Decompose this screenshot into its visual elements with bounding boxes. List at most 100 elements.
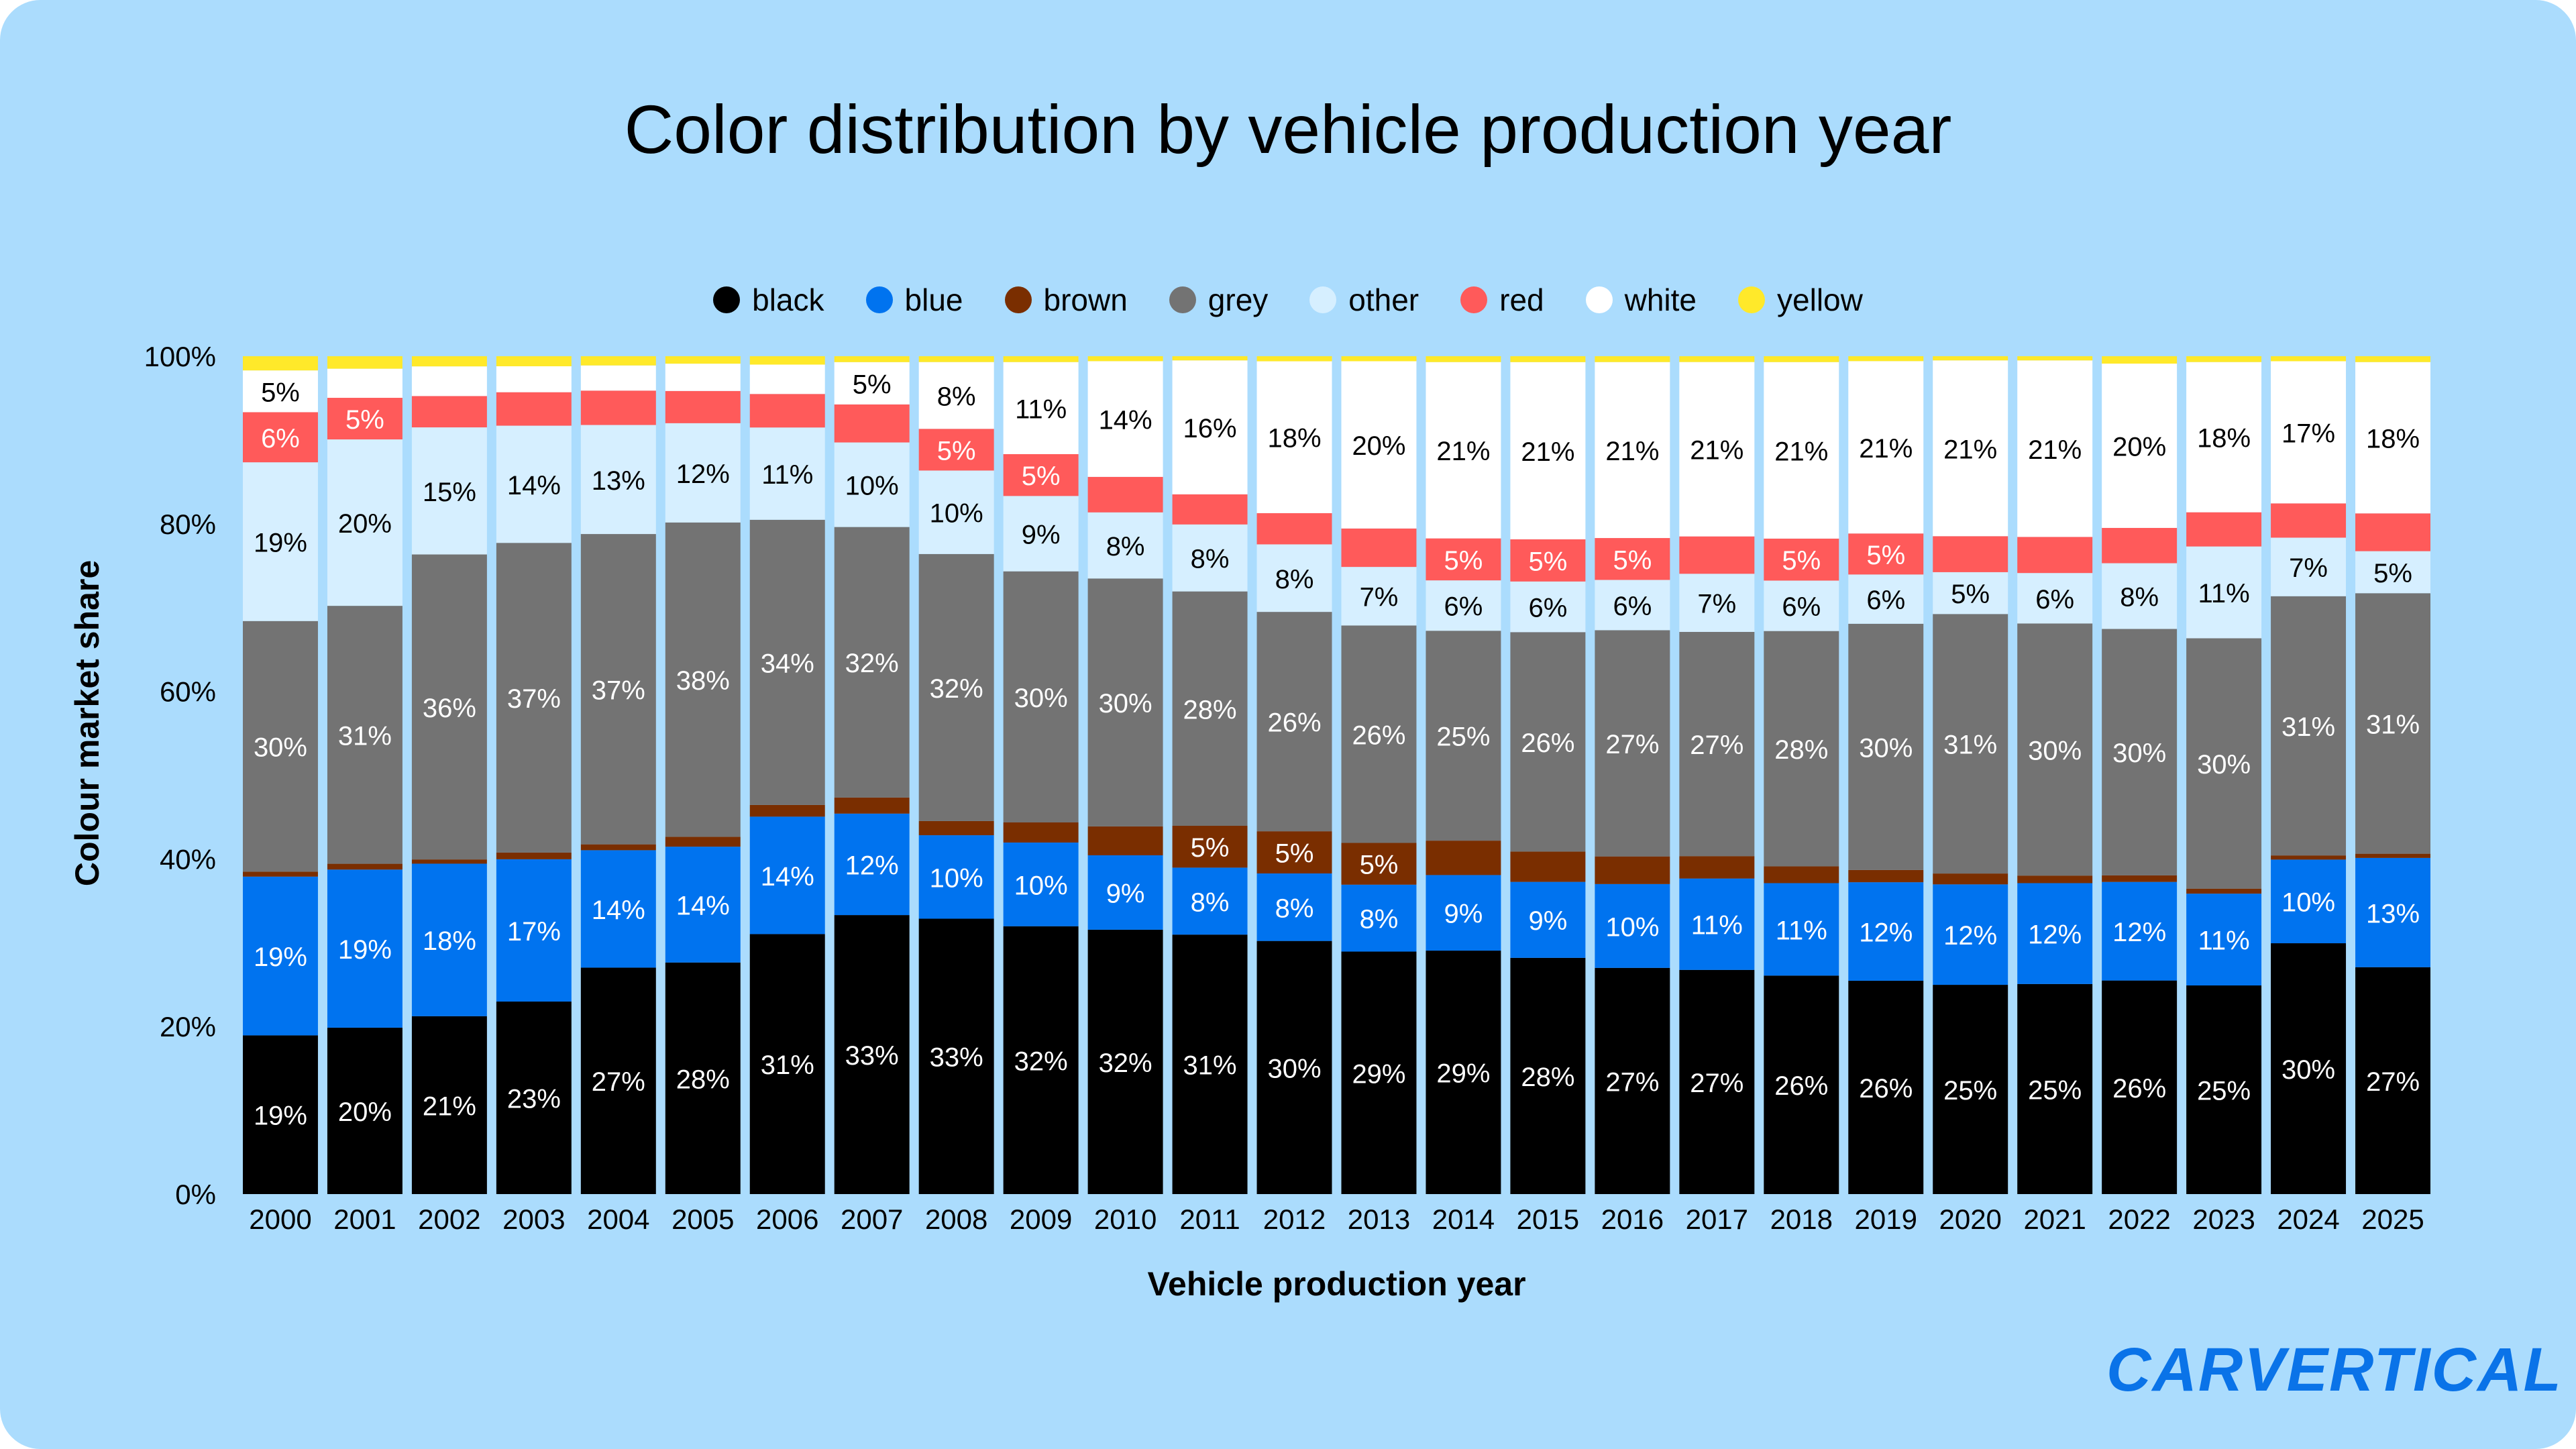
bar-segment-grey (1933, 614, 2008, 874)
data-label: 5% (1782, 546, 1821, 576)
data-label: 28% (1521, 1063, 1574, 1092)
data-label: 9% (1106, 879, 1145, 908)
bar-segment-blue (580, 850, 656, 968)
bar-segment-white (1426, 362, 1501, 539)
bar-segment-white (1341, 361, 1417, 529)
bar-segment-yellow (665, 356, 741, 364)
bar-segment-grey (1764, 631, 1839, 867)
bar-segment-red (496, 392, 572, 426)
bar-segment-other (243, 462, 318, 621)
bar-segment-grey (2186, 638, 2262, 889)
bar-segment-blue (2186, 894, 2262, 985)
bar-segment-white (1848, 361, 1924, 534)
data-label: 5% (345, 405, 384, 435)
bar-segment-black (327, 1027, 402, 1194)
data-label: 21% (1605, 437, 1659, 466)
bar-segment-blue (1764, 883, 1839, 976)
legend-label: brown (1043, 282, 1128, 317)
bar-segment-brown (1595, 856, 1670, 884)
legend: black blue brown grey other red white yellow (0, 282, 2576, 318)
legend-label: yellow (1777, 282, 1863, 317)
bar-segment-brown (580, 844, 656, 851)
data-label: 26% (1352, 720, 1405, 750)
data-label: 20% (338, 509, 392, 539)
bar-segment-blue (496, 859, 572, 1002)
data-label: 5% (1528, 547, 1567, 576)
bar-segment-blue (243, 876, 318, 1036)
bar-segment-other (1933, 572, 2008, 614)
bar-segment-other (1679, 574, 1755, 632)
data-label: 8% (2120, 583, 2159, 612)
data-label: 27% (592, 1067, 645, 1097)
data-label: 12% (1859, 918, 1913, 948)
bar-segment-white (1256, 361, 1332, 513)
x-tick-label: 2007 (841, 1203, 903, 1235)
data-label: 8% (1360, 905, 1399, 934)
data-label: 17% (507, 917, 561, 947)
bar-segment-other (1341, 567, 1417, 626)
bar-segment-yellow (1256, 356, 1332, 362)
data-label: 6% (1444, 592, 1483, 622)
data-label: 34% (761, 649, 814, 678)
bar-segment-black (411, 1016, 487, 1194)
bar-segment-white (243, 370, 318, 413)
y-axis-title: Colour market share (68, 559, 106, 887)
bar-segment-blue (1679, 878, 1755, 970)
x-tick-label: 2009 (1010, 1203, 1072, 1235)
x-tick-label: 2020 (1939, 1203, 2001, 1235)
bar-segment-white (2102, 364, 2178, 528)
bar-segment-yellow (1595, 356, 1670, 362)
data-label: 12% (2028, 920, 2082, 950)
data-label: 23% (507, 1085, 561, 1114)
data-label: 13% (2366, 899, 2420, 928)
bar-segment-blue (1933, 884, 2008, 985)
bar-segment-black (834, 915, 910, 1194)
data-label: 5% (261, 378, 300, 407)
data-label: 10% (1605, 912, 1659, 942)
legend-swatch (1460, 286, 1488, 313)
legend-item-brown: brown (1004, 282, 1128, 318)
data-label: 8% (1106, 532, 1145, 561)
data-label: 21% (423, 1091, 476, 1121)
bar-segment-other (1595, 580, 1670, 631)
bar-segment-yellow (1003, 356, 1079, 362)
data-label: 19% (254, 943, 307, 972)
x-tick-label: 2003 (502, 1203, 565, 1235)
bar-segment-other (1256, 544, 1332, 612)
x-tick-label: 2006 (756, 1203, 818, 1235)
data-label: 27% (2366, 1067, 2420, 1097)
data-label: 5% (1613, 545, 1652, 575)
bar-segment-red (1764, 538, 1839, 581)
data-label: 6% (261, 424, 300, 453)
bar-segment-red (1256, 513, 1332, 545)
bar-segment-black (1003, 926, 1079, 1194)
bar-segment-black (2271, 943, 2347, 1194)
bar-segment-red (243, 412, 318, 463)
data-label: 18% (2197, 424, 2251, 453)
data-label: 10% (845, 472, 899, 501)
data-label: 18% (2366, 425, 2420, 454)
bar-segment-brown (327, 863, 402, 870)
bar-segment-black (580, 967, 656, 1194)
data-label: 28% (1774, 735, 1828, 765)
bar-segment-red (327, 398, 402, 440)
bar-segment-yellow (749, 356, 825, 365)
bar-segment-yellow (1341, 356, 1417, 362)
data-label: 6% (2035, 585, 2074, 614)
bar-segment-grey (918, 553, 994, 821)
data-label: 26% (1859, 1074, 1913, 1104)
bar-segment-red (2017, 537, 2093, 574)
data-label: 20% (1352, 431, 1405, 461)
data-label: 5% (1022, 462, 1061, 491)
data-label: 30% (254, 733, 307, 763)
data-label: 27% (1690, 1069, 1743, 1098)
data-label: 13% (592, 466, 645, 496)
bar-segment-yellow (1848, 356, 1924, 362)
legend-label: blue (904, 282, 963, 317)
bar-segment-black (243, 1035, 318, 1194)
data-label: 27% (1690, 731, 1743, 760)
legend-swatch (1585, 286, 1613, 313)
bar-segment-yellow (1172, 356, 1248, 361)
bar-segment-brown (1933, 873, 2008, 885)
